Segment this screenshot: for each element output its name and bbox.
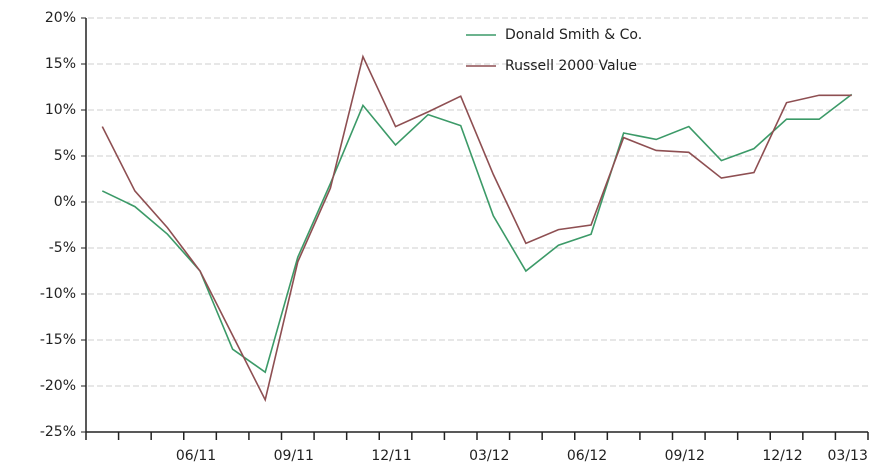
x-tick-label: 09/11 [274, 448, 314, 464]
x-tick-label: 12/11 [371, 448, 411, 464]
legend-label: Donald Smith & Co. [505, 27, 642, 43]
series-line [101, 93, 853, 374]
y-tick-label: 20% [45, 10, 76, 26]
legend-label: Russell 2000 Value [505, 58, 637, 74]
x-tick-label: 09/12 [665, 448, 705, 464]
x-tick-label: 06/12 [567, 448, 607, 464]
y-tick-label: 15% [45, 56, 76, 72]
y-tick-label: -10% [40, 286, 76, 302]
y-tick-label: -20% [40, 378, 76, 394]
y-tick-label: -5% [49, 240, 76, 256]
x-tick-label: 03/12 [469, 448, 509, 464]
y-tick-label: -25% [40, 424, 76, 440]
y-tick-label: 5% [54, 148, 76, 164]
y-tick-label: 0% [54, 194, 76, 210]
y-tick-label: -15% [40, 332, 76, 348]
x-tick-label: 03/13 [828, 448, 868, 464]
series-line [101, 54, 852, 403]
x-tick-label: 12/12 [762, 448, 802, 464]
x-tick-label: 06/11 [176, 448, 216, 464]
y-tick-label: 10% [45, 102, 76, 118]
